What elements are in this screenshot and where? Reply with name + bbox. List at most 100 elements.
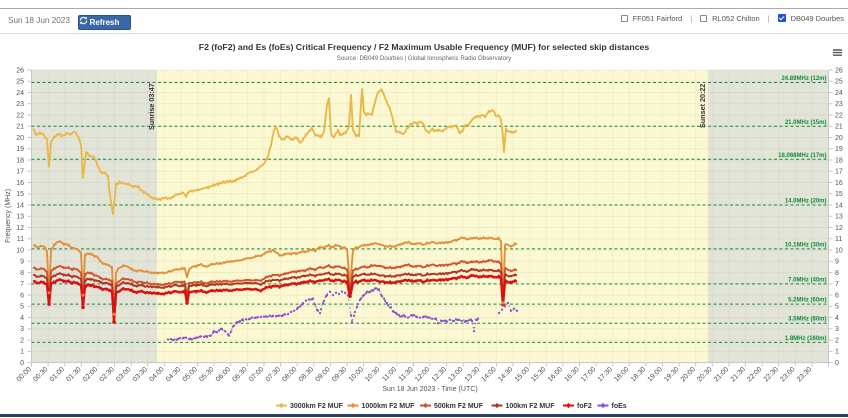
svg-text:7.0MHz (40m): 7.0MHz (40m) [788,277,826,283]
svg-text:09:00: 09:00 [314,366,331,383]
svg-text:3: 3 [20,326,24,333]
svg-text:15: 15 [835,191,843,198]
svg-text:07:00: 07:00 [248,366,265,383]
svg-text:13: 13 [835,214,843,221]
svg-text:20:00: 20:00 [680,366,697,383]
svg-text:04:30: 04:30 [165,366,182,383]
svg-text:21:30: 21:30 [730,366,747,383]
svg-text:09:30: 09:30 [331,366,348,383]
svg-text:02:00: 02:00 [82,366,99,383]
svg-text:5: 5 [835,304,839,311]
svg-text:08:30: 08:30 [298,366,315,383]
svg-text:17: 17 [16,169,24,176]
svg-text:03:00: 03:00 [115,366,132,383]
svg-text:3.5MHz (80m): 3.5MHz (80m) [788,317,826,323]
svg-text:05:30: 05:30 [198,366,215,383]
svg-text:Frequency (MHz): Frequency (MHz) [5,189,12,243]
svg-text:14:30: 14:30 [497,366,514,383]
svg-text:7: 7 [835,281,839,288]
svg-text:10:00: 10:00 [348,366,365,383]
svg-text:20: 20 [16,135,24,142]
svg-text:16:00: 16:00 [547,366,564,383]
svg-text:9: 9 [835,259,839,266]
svg-text:9: 9 [20,259,24,266]
svg-text:14: 14 [835,202,843,209]
svg-text:6: 6 [20,293,24,300]
svg-text:16: 16 [16,180,24,187]
svg-text:17:00: 17:00 [580,366,597,383]
svg-text:23: 23 [16,101,24,108]
svg-text:18: 18 [835,157,843,164]
svg-text:16:30: 16:30 [563,366,580,383]
svg-text:8: 8 [20,270,24,277]
svg-text:8: 8 [835,270,839,277]
svg-text:1: 1 [20,349,24,356]
svg-text:15:00: 15:00 [514,366,531,383]
svg-text:13:00: 13:00 [447,366,464,383]
svg-text:06:00: 06:00 [215,366,232,383]
svg-text:foF2: foF2 [577,403,592,410]
svg-text:26: 26 [835,67,843,74]
svg-text:11: 11 [835,236,842,243]
svg-text:1000km F2 MUF: 1000km F2 MUF [362,403,416,410]
svg-text:5.2MHz (60m): 5.2MHz (60m) [788,298,826,304]
svg-text:05:00: 05:00 [182,366,199,383]
svg-text:01:00: 01:00 [49,366,66,383]
svg-text:14:00: 14:00 [480,366,497,383]
svg-text:17: 17 [835,169,843,176]
svg-text:04:00: 04:00 [148,366,165,383]
svg-text:21: 21 [16,124,24,131]
svg-text:19:00: 19:00 [647,366,664,383]
svg-text:13: 13 [16,214,24,221]
svg-text:26: 26 [16,67,24,74]
svg-text:3: 3 [835,326,839,333]
svg-text:12:30: 12:30 [431,366,448,383]
svg-text:24: 24 [835,90,843,97]
svg-text:Source: DB049 Dourbes | Global: Source: DB049 Dourbes | Global Ionospher… [337,55,512,62]
svg-text:7: 7 [20,281,24,288]
svg-text:23:00: 23:00 [779,366,796,383]
svg-text:24: 24 [16,90,24,97]
svg-text:22:30: 22:30 [763,366,780,383]
svg-text:1.8MHz (160m): 1.8MHz (160m) [785,336,827,342]
svg-text:11:00: 11:00 [381,366,398,383]
svg-text:21: 21 [835,124,843,131]
svg-text:100km F2 MUF: 100km F2 MUF [506,403,556,410]
svg-text:23: 23 [835,101,843,108]
svg-text:12: 12 [835,225,843,232]
svg-text:2: 2 [835,338,839,345]
svg-text:Sunrise 03:47: Sunrise 03:47 [147,83,156,130]
svg-text:4: 4 [20,315,24,322]
svg-text:20:30: 20:30 [696,366,713,383]
svg-text:3000km F2 MUF: 3000km F2 MUF [290,403,344,410]
svg-text:06:30: 06:30 [231,366,248,383]
svg-text:19:30: 19:30 [663,366,680,383]
svg-text:25: 25 [16,79,24,86]
svg-text:08:00: 08:00 [281,366,298,383]
svg-text:17:30: 17:30 [597,366,614,383]
svg-text:15:30: 15:30 [530,366,547,383]
svg-text:24.89MHz (12m): 24.89MHz (12m) [781,76,826,82]
svg-text:02:30: 02:30 [99,366,116,383]
svg-text:12: 12 [16,225,24,232]
svg-text:11:30: 11:30 [398,366,415,383]
svg-text:00:30: 00:30 [32,366,49,383]
svg-text:6: 6 [835,293,839,300]
svg-text:03:30: 03:30 [132,366,149,383]
svg-text:1: 1 [835,349,839,356]
svg-text:18: 18 [16,157,24,164]
svg-text:15: 15 [16,191,24,198]
svg-text:10.1MHz (30m): 10.1MHz (30m) [785,242,827,248]
svg-text:0: 0 [835,360,839,367]
svg-text:22: 22 [16,112,24,119]
svg-text:01:30: 01:30 [65,366,82,383]
svg-text:21.0MHz (15m): 21.0MHz (15m) [785,120,827,126]
svg-text:13:30: 13:30 [464,366,481,383]
svg-text:0: 0 [20,360,24,367]
svg-text:2: 2 [20,338,24,345]
svg-text:20: 20 [835,135,843,142]
svg-text:10:30: 10:30 [364,366,381,383]
svg-text:18.068MHz (17m): 18.068MHz (17m) [778,153,826,159]
svg-text:Sunset 20:22: Sunset 20:22 [698,84,707,128]
svg-text:19: 19 [835,146,843,153]
